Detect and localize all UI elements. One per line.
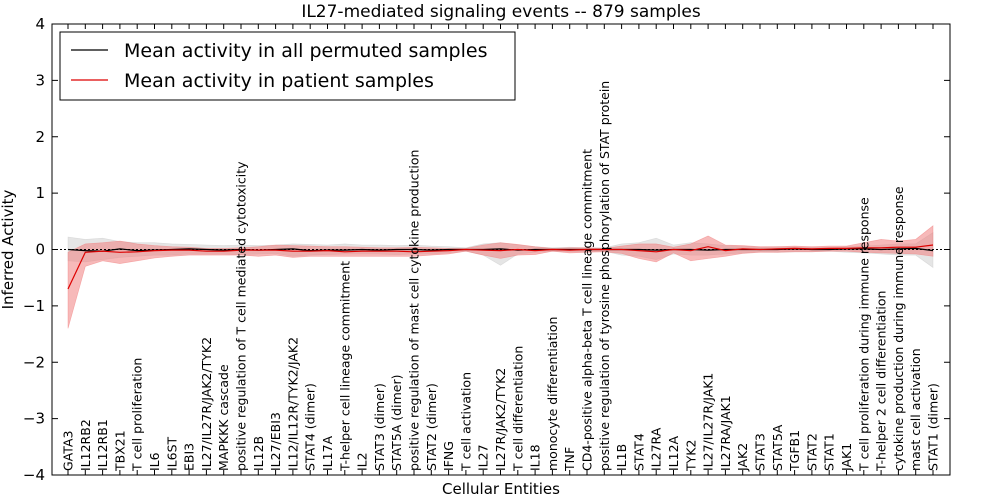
y-tick-label: 2 (35, 128, 45, 146)
category-label: T-helper 2 cell differentiation (874, 291, 889, 472)
category-label: STAT4 (dimer) (303, 383, 318, 471)
category-label: GATA3 (61, 431, 76, 471)
category-label: JAK2 (735, 443, 750, 472)
category-label: IL6 (147, 452, 162, 471)
category-label: positive regulation of tyrosine phosphor… (597, 81, 612, 471)
confidence-bands (67, 225, 934, 329)
category-label: T cell proliferation (130, 358, 145, 472)
category-label: IL12B (251, 436, 266, 471)
category-label: CD4-positive alpha-beta T cell lineage c… (580, 149, 595, 471)
category-label: IL27/EBI3 (268, 412, 283, 471)
category-label: IL27RA (649, 427, 664, 471)
series-lines (67, 244, 934, 290)
category-label: mast cell activation (908, 348, 923, 471)
category-label: TGFB1 (787, 430, 802, 472)
category-label: IFNG (441, 441, 456, 471)
category-label: STAT2 (804, 433, 819, 471)
category-label: T cell activation (458, 372, 473, 472)
category-label: positive regulation of mast cell cytokin… (407, 150, 422, 471)
category-label: IL12RB2 (78, 419, 93, 471)
legend-box (59, 31, 516, 101)
category-label: IL12RB1 (95, 419, 110, 471)
legend-label-permuted: Mean activity in all permuted samples (124, 40, 487, 62)
category-label: IL27RA/JAK1 (718, 395, 733, 471)
category-label: MAPKKK cascade (216, 364, 231, 471)
category-label: IL27/IL27R/JAK2/TYK2 (199, 337, 214, 471)
category-label: STAT5A (dimer) (389, 375, 404, 471)
legend-label-patient: Mean activity in patient samples (124, 70, 434, 92)
category-label: positive regulation of T cell mediated c… (234, 161, 249, 471)
y-tick-label: 4 (35, 15, 45, 33)
category-label: IL18 (528, 444, 543, 471)
band-patient (67, 225, 934, 329)
category-label: cytokine production during immune respon… (891, 186, 906, 471)
y-tick-label: 3 (35, 71, 45, 89)
category-label: IL12A (666, 435, 681, 471)
category-label: IL6ST (164, 436, 179, 471)
category-label: TYK2 (683, 440, 698, 472)
category-label: IL12/IL12R/TYK2/JAK2 (285, 337, 300, 471)
category-label: TBX21 (112, 430, 127, 472)
x-axis-label: Cellular Entities (442, 480, 560, 498)
y-tick-label: 0 (35, 241, 45, 259)
legend: Mean activity in all permuted samples Me… (59, 31, 516, 101)
category-label: TNF (562, 447, 577, 472)
y-tick-label: 1 (35, 184, 45, 202)
category-label: monocyte differentiation (545, 317, 560, 471)
category-label: IL27R/JAK2/TYK2 (493, 368, 508, 471)
category-label: JAK1 (839, 443, 854, 472)
category-label: STAT3 (dimer) (372, 383, 387, 471)
series-line-patient (67, 244, 934, 290)
category-label: STAT4 (631, 433, 646, 471)
y-axis-label: Inferred Activity (0, 189, 17, 309)
category-label: IL27 (476, 444, 491, 471)
x-axis: GATA3 IL12RB2 IL12RB1 TBX21 T cell prolifera… (61, 24, 941, 475)
category-label: STAT3 (753, 433, 768, 471)
category-label: IL1B (614, 444, 629, 471)
y-tick-label: −2 (23, 353, 45, 371)
category-label: T-helper cell lineage commitment (337, 261, 352, 472)
y-tick-label: −3 (23, 410, 45, 428)
category-label: T cell proliferation during immune respo… (856, 197, 871, 472)
category-label: IL17A (320, 435, 335, 471)
category-label: IL27/IL27R/JAK1 (701, 373, 716, 471)
category-label: STAT5A (770, 424, 785, 471)
category-label: STAT1 (dimer) (926, 383, 941, 471)
y-tick-label: −4 (23, 466, 45, 484)
y-axis: 4 3 2 1 0 −1 −2 −3 −4 (23, 15, 950, 484)
category-label: IL2 (355, 452, 370, 471)
category-label: STAT1 (822, 433, 837, 471)
category-label: EBI3 (182, 443, 197, 471)
chart-title: IL27-mediated signaling events -- 879 sa… (301, 2, 701, 22)
category-label: T cell differentiation (510, 346, 525, 472)
category-label: STAT2 (dimer) (424, 383, 439, 471)
y-tick-label: −1 (23, 297, 45, 315)
